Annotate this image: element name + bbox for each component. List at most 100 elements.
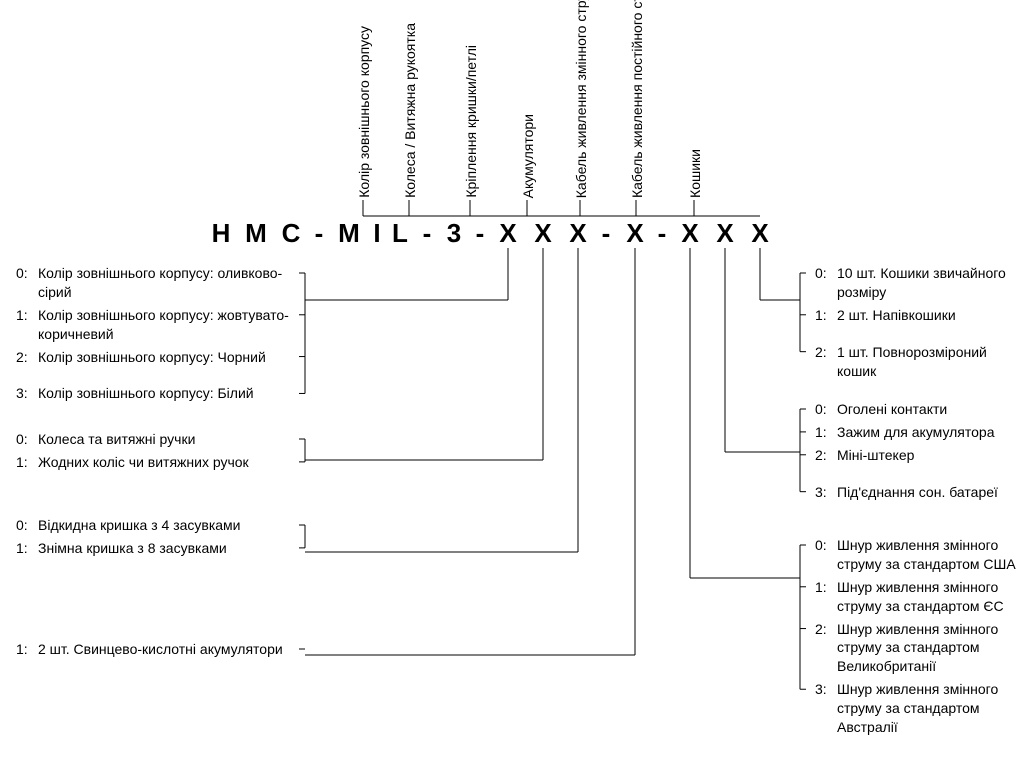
option-key: 3: — [815, 483, 837, 502]
option-text: 2 шт. Свинцево-кислотні акумулятори — [38, 640, 301, 659]
column-label: Колір зовнішнього корпусу — [356, 26, 372, 198]
option-item: 2:1 шт. Повнорозміроний кошик — [815, 343, 1025, 381]
option-item: 1:Шнур живлення змінного струму за станд… — [815, 578, 1025, 616]
option-item: 3:Шнур живлення змінного струму за станд… — [815, 680, 1025, 737]
option-list: 0:Колір зовнішнього корпусу: оливково-сі… — [16, 264, 301, 407]
option-list: 0:10 шт. Кошики звичайного розміру1:2 шт… — [815, 264, 1025, 384]
code-char: X — [716, 218, 733, 249]
option-text: 10 шт. Кошики звичайного розміру — [837, 264, 1025, 302]
code-char: - — [423, 218, 432, 249]
code-char: M — [338, 218, 360, 249]
code-char: X — [626, 218, 643, 249]
code-char: 3 — [447, 218, 461, 249]
code-char: X — [499, 218, 516, 249]
option-text: Міні-штекер — [837, 446, 1025, 465]
option-item — [16, 370, 301, 380]
code-char: X — [569, 218, 586, 249]
option-key: 1: — [815, 306, 837, 325]
column-label: Акумулятори — [520, 114, 536, 198]
option-text: Відкидна кришка з 4 засувками — [38, 516, 301, 535]
option-item: 1:2 шт. Напівкошики — [815, 306, 1025, 325]
option-item: 2:Шнур живлення змінного струму за станд… — [815, 620, 1025, 677]
option-key: 1: — [16, 539, 38, 558]
option-text: Зажим для акумулятора — [837, 423, 1025, 442]
code-char: H — [212, 218, 231, 249]
option-item: 1:Колір зовнішнього корпусу: жовтувато-к… — [16, 306, 301, 344]
option-key — [815, 329, 837, 339]
option-key: 1: — [16, 453, 38, 472]
option-text — [837, 469, 1025, 479]
option-key: 1: — [16, 640, 38, 659]
option-list: 0:Оголені контакти1:Зажим для акумулятор… — [815, 400, 1025, 506]
option-item: 0:Шнур живлення змінного струму за станд… — [815, 536, 1025, 574]
option-item: 2:Колір зовнішнього корпусу: Чорний — [16, 348, 301, 367]
option-key: 1: — [815, 423, 837, 442]
code-char: X — [534, 218, 551, 249]
option-key: 0: — [815, 400, 837, 419]
option-key: 0: — [815, 264, 837, 302]
option-text: 2 шт. Напівкошики — [837, 306, 1025, 325]
option-text: 1 шт. Повнорозміроний кошик — [837, 343, 1025, 381]
option-key — [815, 469, 837, 479]
option-key: 1: — [815, 578, 837, 616]
option-text: Під'єднання сон. батареї — [837, 483, 1025, 502]
option-key: 0: — [16, 516, 38, 535]
option-text: Шнур живлення змінного струму за стандар… — [837, 536, 1025, 574]
option-text: Колеса та витяжні ручки — [38, 430, 301, 449]
option-key: 0: — [815, 536, 837, 574]
option-key: 2: — [815, 343, 837, 381]
option-text: Шнур живлення змінного струму за стандар… — [837, 680, 1025, 737]
column-label: Кабель живлення змінного струму — [573, 0, 589, 198]
option-text: Оголені контакти — [837, 400, 1025, 419]
code-char: X — [751, 218, 768, 249]
option-key: 0: — [16, 430, 38, 449]
option-item: 3:Колір зовнішнього корпусу: Білий — [16, 384, 301, 403]
option-list: 0:Колеса та витяжні ручки1:Жодних коліс … — [16, 430, 301, 476]
option-item: 1:2 шт. Свинцево-кислотні акумулятори — [16, 640, 301, 659]
option-item: 0:Колеса та витяжні ручки — [16, 430, 301, 449]
option-text: Колір зовнішнього корпусу: Чорний — [38, 348, 301, 367]
option-text: Шнур живлення змінного струму за стандар… — [837, 578, 1025, 616]
option-item: 1:Зажим для акумулятора — [815, 423, 1025, 442]
option-key: 0: — [16, 264, 38, 302]
code-char: L — [392, 218, 408, 249]
option-item: 3:Під'єднання сон. батареї — [815, 483, 1025, 502]
option-key — [16, 370, 38, 380]
option-text: Знімна кришка з 8 засувками — [38, 539, 301, 558]
code-char: M — [245, 218, 267, 249]
code-char: - — [476, 218, 485, 249]
code-char: C — [282, 218, 301, 249]
option-key: 1: — [16, 306, 38, 344]
code-char: I — [373, 218, 380, 249]
option-key: 2: — [16, 348, 38, 367]
option-item — [815, 469, 1025, 479]
option-key: 2: — [815, 620, 837, 677]
option-item: 0:Оголені контакти — [815, 400, 1025, 419]
option-item: 0:Колір зовнішнього корпусу: оливково-сі… — [16, 264, 301, 302]
option-item: 1:Знімна кришка з 8 засувками — [16, 539, 301, 558]
code-char: - — [602, 218, 611, 249]
option-text: Колір зовнішнього корпусу: оливково-сіри… — [38, 264, 301, 302]
option-list: 1:2 шт. Свинцево-кислотні акумулятори — [16, 640, 301, 663]
option-text: Колір зовнішнього корпусу: Білий — [38, 384, 301, 403]
option-item: 2:Міні-штекер — [815, 446, 1025, 465]
column-label: Колеса / Витяжна рукоятка — [402, 23, 418, 198]
option-list: 0:Шнур живлення змінного струму за станд… — [815, 536, 1025, 741]
option-text — [837, 329, 1025, 339]
option-item — [815, 329, 1025, 339]
option-key: 3: — [16, 384, 38, 403]
option-list: 0:Відкидна кришка з 4 засувками1:Знімна … — [16, 516, 301, 562]
code-char: - — [315, 218, 324, 249]
option-text: Колір зовнішнього корпусу: жовтувато-кор… — [38, 306, 301, 344]
column-label: Кошики — [687, 149, 703, 198]
option-key: 3: — [815, 680, 837, 737]
option-text — [38, 370, 301, 380]
option-key: 2: — [815, 446, 837, 465]
option-item: 0:Відкидна кришка з 4 засувками — [16, 516, 301, 535]
option-text: Жодних коліс чи витяжних ручок — [38, 453, 301, 472]
option-item: 1:Жодних коліс чи витяжних ручок — [16, 453, 301, 472]
code-char: - — [658, 218, 667, 249]
column-label: Кабель живлення постійного струму — [629, 0, 645, 198]
code-char: X — [681, 218, 698, 249]
option-text: Шнур живлення змінного струму за стандар… — [837, 620, 1025, 677]
